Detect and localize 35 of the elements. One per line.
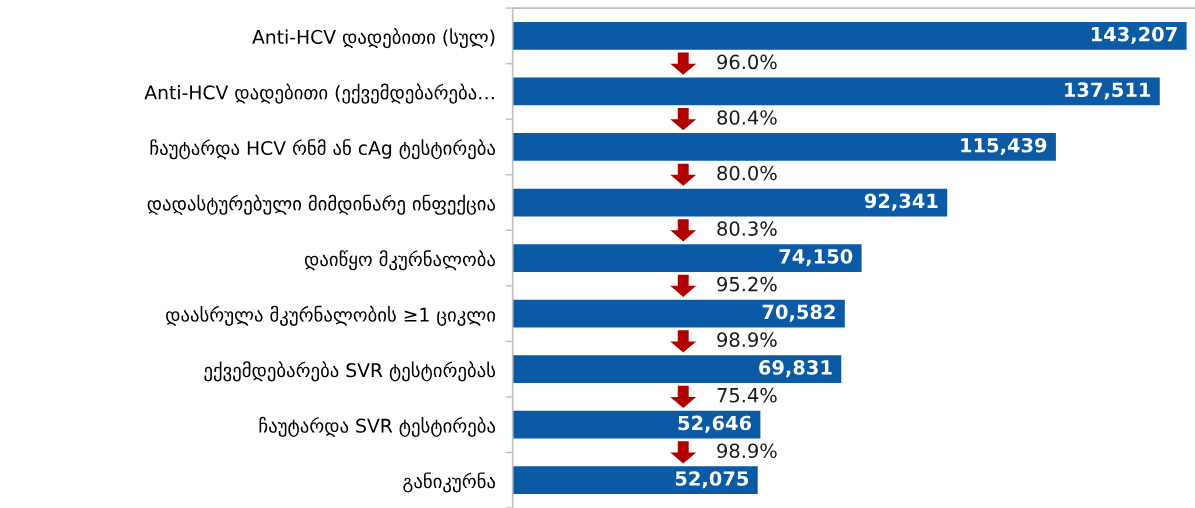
y-tick-label: ჩაუტარდა SVR ტესტირება — [259, 416, 496, 437]
bar — [512, 133, 1056, 161]
annotation: 80.3% — [717, 221, 777, 236]
data-label: 143,207 — [1091, 26, 1177, 45]
bar — [512, 77, 1160, 106]
annotation: 80.4% — [717, 110, 777, 125]
y-tick-label: დადასტურებული მიმდინარე ინფექცია — [147, 194, 496, 215]
y-tick-label: დაასრულა მკურნალობის ≥1 ციკლი — [166, 305, 496, 326]
y-tick-label: დაიწყო მკურნალობა — [304, 250, 496, 271]
data-label: 92,341 — [864, 193, 938, 211]
annotation: 80.0% — [717, 165, 777, 181]
data-label: 69,831 — [759, 360, 832, 378]
data-label: 115,439 — [961, 137, 1047, 156]
annotation: 98.9% — [717, 443, 777, 459]
annotation: 96.0% — [717, 54, 777, 70]
y-tick-label: განიკურნა — [403, 472, 496, 493]
y-tick-label: Anti-HCV დადებითი (ექვემდებარება… — [144, 83, 494, 104]
data-label: 70,582 — [762, 304, 835, 322]
bar — [512, 466, 758, 495]
bar — [512, 22, 1187, 50]
data-label: 52,075 — [675, 471, 749, 489]
data-label: 74,150 — [779, 249, 853, 267]
annotation: 98.9% — [717, 332, 777, 348]
bar — [512, 299, 845, 328]
y-tick-label: Anti-HCV დადებითი (სულ) — [252, 28, 495, 49]
bar — [512, 355, 842, 384]
data-label: 52,646 — [678, 415, 752, 433]
y-tick-label: ექვემდებარება SVR ტესტირებას — [204, 361, 496, 382]
bar — [512, 188, 948, 217]
bar — [512, 244, 862, 272]
data-label: 137,511 — [1065, 82, 1151, 100]
annotation: 75.4% — [717, 387, 777, 403]
annotation: 95.2% — [717, 276, 777, 292]
y-tick-label: ჩაუტარდა HCV რნმ ან cAg ტესტირება — [150, 139, 496, 160]
bar — [512, 410, 761, 439]
